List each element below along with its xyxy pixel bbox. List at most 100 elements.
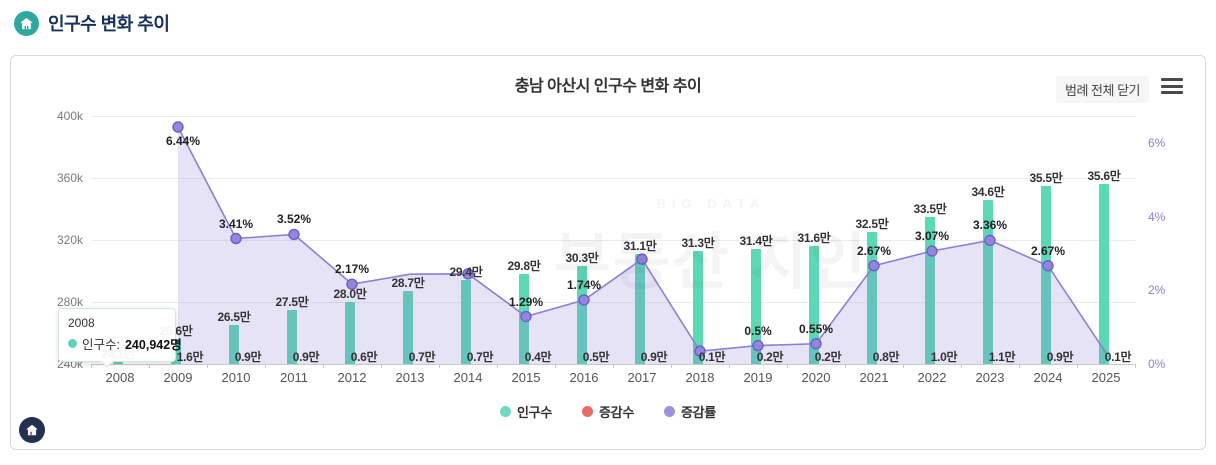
change-value-label: 0.7만 [408, 350, 436, 364]
population-bar[interactable] [751, 249, 761, 364]
y-axis-label-left: 320k [56, 233, 83, 247]
page-header: 인구수 변화 추이 [14, 10, 170, 36]
x-axis-tick [1077, 364, 1078, 368]
x-axis-tick [323, 364, 324, 368]
x-axis-label: 2021 [859, 370, 889, 385]
population-value-label: 32.5만 [855, 217, 889, 232]
rate-value-label: 0.55% [798, 321, 834, 336]
gridline [91, 240, 1136, 241]
y-axis-label-right: 0% [1148, 357, 1166, 371]
rate-point [230, 232, 242, 245]
population-value-label: 29.4만 [449, 265, 483, 280]
x-axis-tick [1019, 364, 1020, 368]
home-icon [14, 10, 39, 36]
x-axis-tick [149, 364, 150, 368]
population-value-label: 35.5만 [1029, 170, 1063, 185]
x-axis-tick [555, 364, 556, 368]
x-axis-label: 2022 [917, 370, 947, 385]
population-bar[interactable] [1099, 184, 1109, 364]
rate-point [172, 121, 184, 133]
rate-value-label: 2.67% [856, 243, 892, 258]
rate-value-label: 3.07% [914, 229, 950, 244]
x-axis-label: 2018 [685, 370, 715, 385]
population-value-label: 30.3만 [565, 251, 599, 266]
plot-area: 400k 360k 320k 280k 240k 6% 4% 2% 0% 2008 2009 2010… [11, 56, 1207, 451]
population-value-label: 26.5만 [217, 310, 251, 325]
population-value-label: 31.6만 [797, 231, 831, 246]
x-axis-tick [497, 364, 498, 368]
tooltip-series-label: 인구수: [82, 338, 120, 352]
change-value-label: 0.9만 [292, 350, 320, 364]
rate-value-label: 2.67% [1030, 243, 1066, 258]
y-axis-label-left: 360k [56, 171, 83, 185]
y-axis-label-left: 280k [56, 295, 83, 309]
rate-value-label: 0.5% [744, 323, 772, 338]
change-value-label: 0.2만 [756, 350, 784, 364]
y-axis-label-right: 4% [1148, 209, 1166, 224]
x-axis-tick [265, 364, 266, 368]
change-value-label: 0.8만 [872, 350, 900, 364]
x-axis-tick [903, 364, 904, 368]
tooltip-year: 2008 [68, 316, 95, 330]
population-value-label: 31.1만 [623, 238, 657, 253]
population-value-label: 28.7만 [391, 276, 425, 291]
population-value-label: 29.8만 [507, 259, 541, 274]
legend-item-rate[interactable]: 증감률 [663, 402, 716, 421]
tooltip-value: 240,942명 [124, 338, 182, 352]
legend-dot-change [582, 406, 593, 417]
change-value-label: 0.6만 [350, 350, 378, 364]
x-axis-label: 2012 [337, 370, 367, 385]
x-axis-tick [207, 364, 208, 368]
legend-item-population[interactable]: 인구수 [500, 402, 552, 421]
gridline [91, 116, 1136, 117]
x-axis-tick [671, 364, 672, 368]
tooltip: 2008 인구수: 240,942명 [58, 308, 182, 368]
menu-icon[interactable] [1161, 78, 1183, 96]
y-axis-label-right: 6% [1148, 136, 1166, 151]
change-value-label: 0.7만 [466, 350, 494, 364]
x-axis-tick [91, 364, 92, 368]
x-axis-label: 2008 [105, 370, 135, 385]
legend: 인구수 증감수 증감률 [11, 402, 1205, 421]
population-bar[interactable] [693, 250, 703, 364]
legend-close-button[interactable]: 범례 전체 닫기 [1056, 76, 1149, 103]
rate-value-label: 2.17% [334, 262, 370, 277]
x-axis-label: 2024 [1033, 370, 1063, 385]
x-axis-label: 2009 [163, 370, 193, 385]
x-axis-tick [845, 364, 846, 368]
brand-logo-icon[interactable] [19, 417, 45, 443]
x-axis-tick [961, 364, 962, 368]
population-value-label: 34.6만 [971, 184, 1005, 199]
population-value-label: 35.6만 [1087, 169, 1121, 184]
rate-value-label: 3.41% [218, 216, 254, 231]
x-axis-label: 2016 [569, 370, 599, 385]
population-value-label: 31.4만 [739, 234, 773, 249]
population-bar[interactable] [113, 362, 123, 364]
legend-item-change[interactable]: 증감수 [582, 402, 634, 421]
x-axis-label: 2013 [395, 370, 425, 385]
population-value-label: 28.0만 [333, 287, 367, 301]
rate-point [288, 228, 300, 241]
y-axis-label-right: 2% [1148, 283, 1166, 298]
change-value-label: 1.0만 [930, 350, 958, 364]
population-bar[interactable] [809, 246, 819, 364]
x-axis-label: 2025 [1091, 370, 1121, 385]
x-axis-label: 2015 [511, 370, 541, 385]
rate-value-label: 6.44% [165, 134, 201, 148]
legend-dot-population [500, 406, 512, 417]
x-axis-label: 2010 [221, 370, 251, 385]
x-axis-label: 2014 [453, 370, 483, 385]
gridline [91, 178, 1136, 179]
x-axis-label: 2023 [975, 370, 1005, 385]
x-axis-label: 2020 [801, 370, 831, 385]
population-bar[interactable] [171, 339, 181, 364]
rate-value-label: 3.52% [276, 212, 312, 227]
legend-dot-rate [663, 406, 675, 417]
chart-card: 충남 아산시 인구수 변화 추이 범례 전체 닫기 400k 360k 320k 28… [10, 55, 1206, 450]
page-title: 인구수 변화 추이 [48, 14, 170, 34]
population-bar[interactable] [1041, 185, 1051, 364]
x-axis-label: 2019 [743, 370, 773, 385]
rate-value-label: 1.74% [566, 277, 602, 292]
x-axis-tick [613, 364, 614, 368]
x-axis-tick [381, 364, 382, 368]
